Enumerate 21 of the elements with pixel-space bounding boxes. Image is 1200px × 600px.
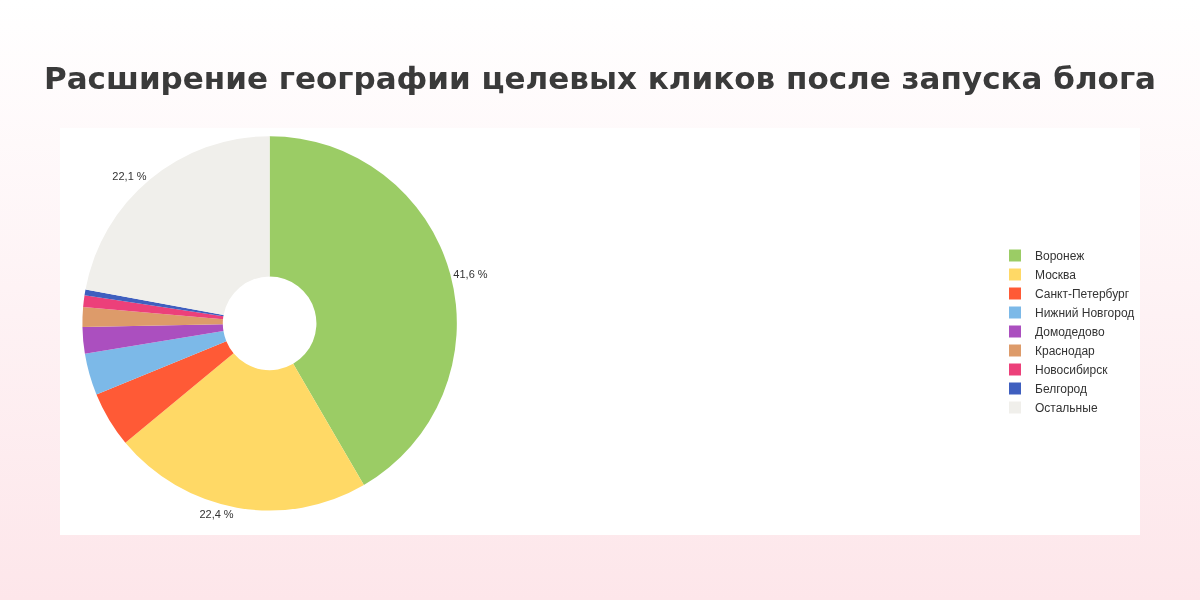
donut-slice bbox=[84, 289, 224, 317]
data-label: 41,6 % bbox=[453, 268, 488, 281]
legend-label: Нижний Новгород bbox=[1035, 306, 1135, 321]
donut-slice bbox=[83, 295, 224, 320]
donut-slice bbox=[84, 330, 227, 395]
donut-slice bbox=[82, 306, 223, 327]
legend-label: Санкт-Петербург bbox=[1035, 287, 1130, 302]
legend-label: Воронеж bbox=[1035, 249, 1085, 264]
data-label: 22,1 % bbox=[112, 169, 147, 182]
donut-slice bbox=[96, 341, 234, 443]
legend-label: Новосибирск bbox=[1035, 363, 1109, 378]
legend-label: Белгород bbox=[1035, 382, 1088, 397]
donut-slice bbox=[125, 353, 364, 511]
legend-label: Домодедово bbox=[1035, 325, 1105, 340]
legend-label: Москва bbox=[1035, 268, 1077, 283]
donut-slice bbox=[85, 136, 270, 315]
donut-slice bbox=[82, 324, 224, 354]
legend-label: Остальные bbox=[1035, 401, 1098, 416]
legend-label: Краснодар bbox=[1035, 344, 1096, 359]
data-label: 22,4 % bbox=[199, 507, 234, 520]
chart-title: Расширение географии целевых кликов после запуска блога bbox=[42, 60, 1158, 96]
